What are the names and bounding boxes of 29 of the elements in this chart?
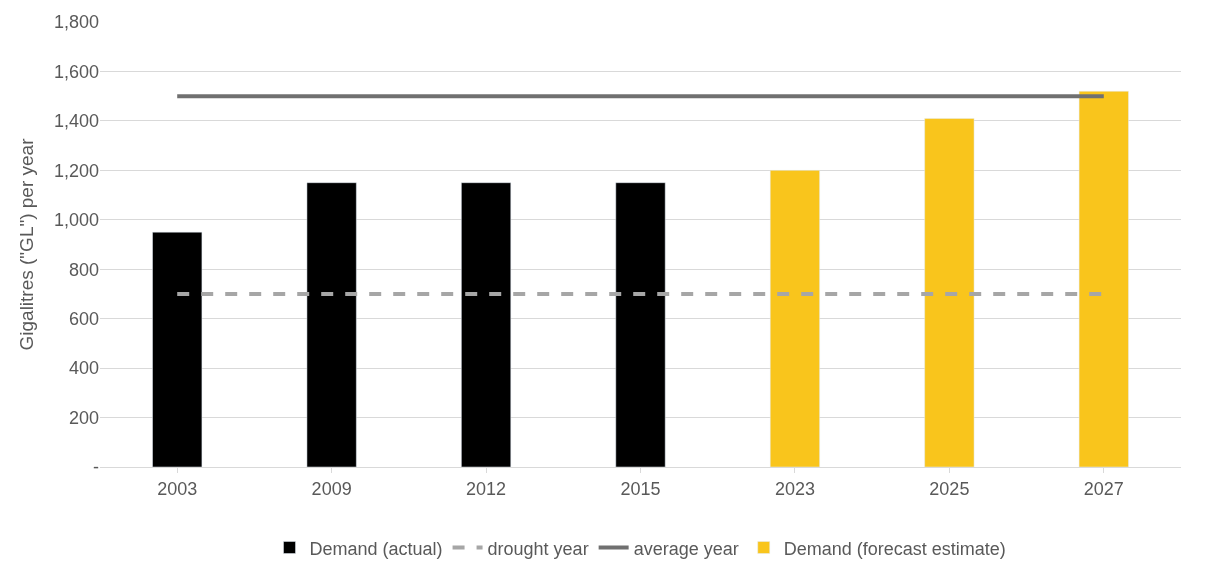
legend-label: Demand (forecast estimate) [783,538,1006,559]
legend-label: Demand (actual) [309,538,443,559]
bar [924,118,975,467]
bar [152,231,203,467]
bar [769,170,820,467]
y-tick-label: 400 [68,358,99,379]
y-tick-label: 800 [68,259,99,280]
y-tick-label: 1,800 [53,12,99,33]
x-tick-label: 2015 [620,478,661,499]
y-tick-label: 1,600 [53,61,99,82]
y-tick-label: - [93,457,99,478]
x-tick-label: 2023 [774,478,815,499]
y-tick-label: 1,400 [53,111,99,132]
x-tick-label: 2009 [311,478,352,499]
y-axis-title: Gigalitres ("GL") per year [15,137,37,351]
bar [461,182,512,467]
y-tick-label: 200 [68,407,99,428]
bar [306,182,357,467]
y-tick-label: 1,000 [53,210,99,231]
x-tick-label: 2003 [157,478,198,499]
x-tick-label: 2025 [929,478,970,499]
x-tick-label: 2027 [1083,478,1124,499]
bar [615,182,666,467]
legend-label: drought year [487,538,589,559]
y-tick-label: 1,200 [53,160,99,181]
y-tick-label: 600 [68,308,99,329]
legend-label: average year [633,538,739,559]
x-tick-label: 2012 [466,478,507,499]
bar [1078,90,1129,467]
